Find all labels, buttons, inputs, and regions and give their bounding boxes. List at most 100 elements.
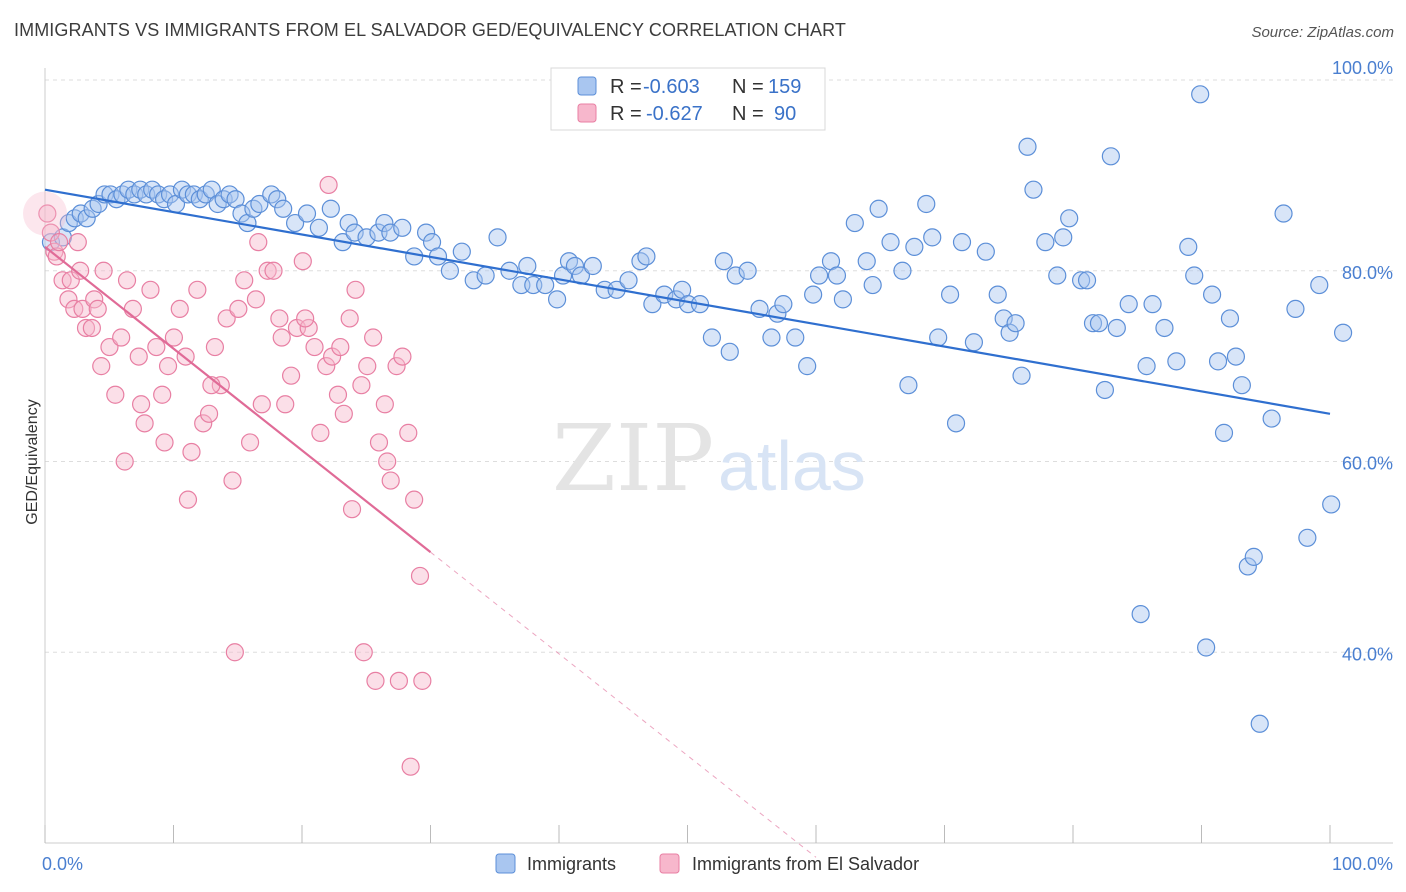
- point-immigrants: [726, 266, 745, 285]
- point-immigrants: [917, 194, 936, 214]
- point-immigrants: [786, 328, 805, 347]
- point-immigrants: [1333, 323, 1353, 342]
- point-immigrants: [1214, 423, 1234, 442]
- point-immigrants: [1077, 271, 1097, 290]
- point-el-salvador: [38, 204, 57, 223]
- point-immigrants: [1197, 638, 1216, 657]
- stats-n-value-2: 90: [774, 103, 796, 125]
- trend-line-immigrants: [44, 188, 1331, 415]
- point-el-salvador: [352, 376, 371, 395]
- point-immigrants: [1000, 323, 1019, 342]
- series-el-salvador-points: [23, 175, 432, 776]
- trend-lines: [44, 188, 1331, 858]
- point-immigrants: [1083, 314, 1103, 333]
- point-el-salvador: [92, 357, 111, 376]
- point-immigrants: [1119, 295, 1138, 314]
- point-immigrants: [172, 180, 192, 199]
- point-el-salvador: [393, 347, 412, 366]
- point-el-salvador: [68, 233, 87, 252]
- point-el-salvador: [61, 271, 80, 290]
- point-immigrants: [1208, 352, 1228, 371]
- stats-r-value-1: -0.603: [643, 76, 700, 98]
- point-immigrants: [905, 237, 924, 257]
- point-immigrants: [452, 242, 471, 261]
- point-immigrants: [1095, 380, 1115, 400]
- point-el-salvador: [170, 299, 189, 318]
- point-el-salvador: [82, 318, 101, 338]
- chart-title: IMMIGRANTS VS IMMIGRANTS FROM EL SALVADO…: [14, 20, 846, 40]
- point-immigrants: [71, 204, 90, 223]
- point-el-salvador: [182, 442, 201, 462]
- point-el-salvador: [188, 280, 207, 299]
- point-immigrants: [476, 266, 495, 285]
- point-immigrants: [720, 342, 739, 361]
- point-el-salvador: [405, 490, 424, 509]
- point-el-salvador: [281, 366, 301, 385]
- point-immigrants: [1012, 366, 1031, 385]
- point-el-salvador: [141, 280, 160, 299]
- x-tick-label: 0.0%: [42, 854, 83, 874]
- point-el-salvador: [264, 261, 283, 280]
- stats-r-label-1: R =: [610, 76, 642, 98]
- stats-n-value-1: 159: [768, 76, 801, 98]
- point-immigrants: [738, 261, 757, 280]
- point-immigrants: [1155, 318, 1174, 338]
- point-el-salvador-large: [23, 191, 67, 236]
- point-el-salvador: [158, 357, 178, 376]
- y-tick-labels: 40.0% 60.0% 80.0% 100.0%: [1332, 58, 1393, 664]
- point-immigrants: [1018, 137, 1037, 156]
- stats-swatch-pink: [577, 103, 597, 123]
- point-immigrants: [1226, 347, 1246, 366]
- point-el-salvador: [296, 309, 315, 328]
- point-immigrants: [857, 252, 876, 271]
- point-el-salvador: [317, 357, 336, 376]
- point-el-salvador: [358, 357, 377, 376]
- stats-n-label-2: N =: [732, 103, 764, 125]
- point-el-salvador: [217, 309, 236, 328]
- point-el-salvador: [354, 643, 373, 662]
- point-immigrants: [952, 233, 972, 252]
- point-immigrants: [190, 190, 209, 209]
- point-immigrants: [988, 285, 1007, 304]
- point-el-salvador: [106, 385, 125, 404]
- legend-label-el-salvador: Immigrants from El Salvador: [692, 854, 919, 874]
- point-el-salvador: [71, 261, 90, 280]
- point-el-salvador: [94, 261, 113, 280]
- point-immigrants: [274, 199, 293, 218]
- point-el-salvador: [73, 299, 92, 318]
- point-immigrants: [833, 290, 853, 309]
- point-immigrants: [827, 266, 847, 285]
- point-immigrants: [964, 333, 984, 352]
- legend-swatch-immigrants: [495, 853, 516, 874]
- point-immigrants: [1220, 309, 1240, 328]
- point-el-salvador: [153, 385, 172, 404]
- point-el-salvador: [155, 433, 174, 452]
- y-tick-label: 40.0%: [1342, 644, 1393, 664]
- point-el-salvador: [366, 671, 385, 690]
- point-immigrants: [809, 266, 829, 285]
- point-el-salvador: [299, 318, 318, 338]
- point-immigrants: [1101, 147, 1120, 166]
- y-tick-label: 80.0%: [1342, 263, 1393, 283]
- point-el-salvador: [199, 404, 219, 423]
- point-immigrants: [583, 256, 602, 276]
- point-el-salvador: [178, 490, 198, 509]
- stats-swatch-blue: [577, 76, 597, 96]
- point-el-salvador: [410, 566, 430, 586]
- point-el-salvador: [223, 471, 242, 490]
- point-immigrants: [1191, 85, 1210, 104]
- y-axis-label: GED/Equivalency: [24, 399, 41, 524]
- point-immigrants: [946, 414, 966, 433]
- point-el-salvador: [85, 290, 104, 309]
- point-immigrants: [798, 357, 817, 376]
- grid-lines: [45, 79, 1393, 653]
- point-immigrants: [154, 190, 174, 209]
- point-el-salvador: [235, 271, 254, 290]
- point-immigrants: [464, 271, 483, 290]
- point-el-salvador: [135, 414, 154, 433]
- point-immigrants: [976, 242, 995, 261]
- point-el-salvador: [49, 233, 69, 252]
- point-immigrants: [881, 233, 900, 252]
- watermark-zip: ZIP: [552, 405, 714, 512]
- point-immigrants: [899, 376, 918, 395]
